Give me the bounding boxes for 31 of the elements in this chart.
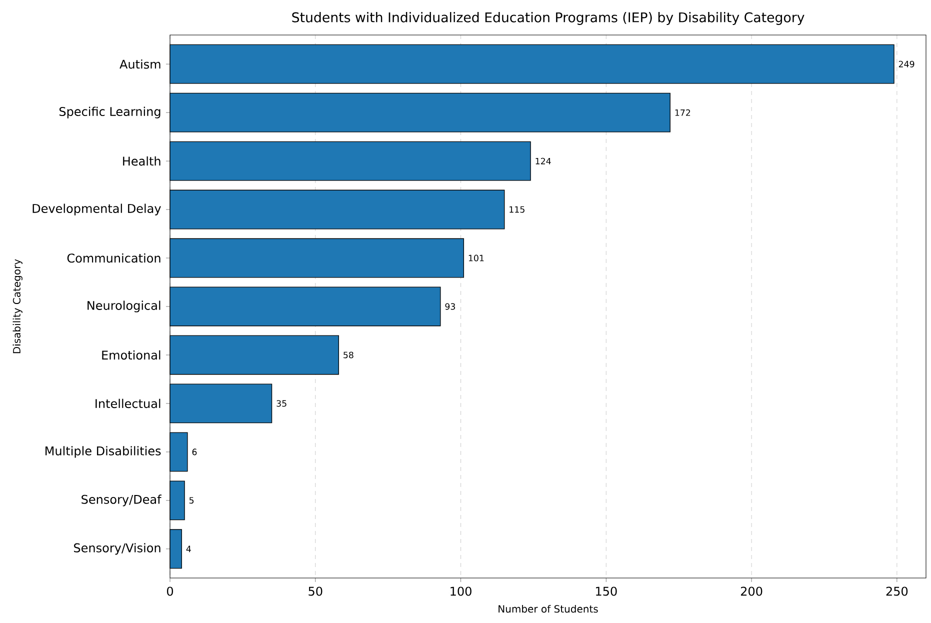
y-tick-label: Sensory/Deaf (82, 494, 162, 506)
x-tick-label: 50 (308, 586, 322, 596)
x-tick-label: 100 (450, 586, 472, 596)
x-tick-label: 200 (740, 586, 762, 596)
data-label: 35 (276, 400, 286, 407)
data-label: 6 (192, 448, 197, 456)
y-tick-label: Communication (67, 253, 160, 263)
chart-title: Students with Individualized Education Programs (IEP) by Disability Category (292, 12, 804, 25)
y-tick-label: Sensory/Vision (74, 543, 160, 555)
data-label: 93 (445, 303, 456, 310)
data-label: 115 (510, 206, 524, 213)
y-axis-title: Disability Category (12, 259, 22, 354)
data-label: 101 (468, 254, 484, 262)
data-label: 58 (344, 352, 354, 358)
data-label: 5 (189, 497, 194, 504)
x-tick-label: 150 (596, 586, 617, 596)
x-axis-title: Number of Students (498, 604, 598, 613)
data-label: 172 (675, 109, 690, 116)
y-tick-label: Specific Learning (59, 106, 160, 118)
y-tick-label: Autism (120, 59, 160, 69)
data-label: 124 (536, 158, 551, 164)
y-tick-label: Developmental Delay (32, 204, 161, 216)
y-tick-label: Multiple Disabilities (46, 446, 161, 458)
y-tick-label: Neurological (88, 300, 160, 312)
y-tick-label: Health (123, 156, 160, 166)
x-tick-label: 0 (166, 586, 174, 596)
data-label: 249 (898, 60, 914, 68)
y-tick-label: Emotional (102, 350, 160, 360)
data-label: 4 (186, 546, 191, 552)
x-tick-label: 250 (886, 586, 908, 596)
y-tick-label: Intellectual (96, 398, 160, 408)
